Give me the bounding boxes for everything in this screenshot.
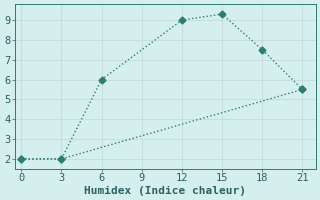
X-axis label: Humidex (Indice chaleur): Humidex (Indice chaleur) <box>84 186 246 196</box>
